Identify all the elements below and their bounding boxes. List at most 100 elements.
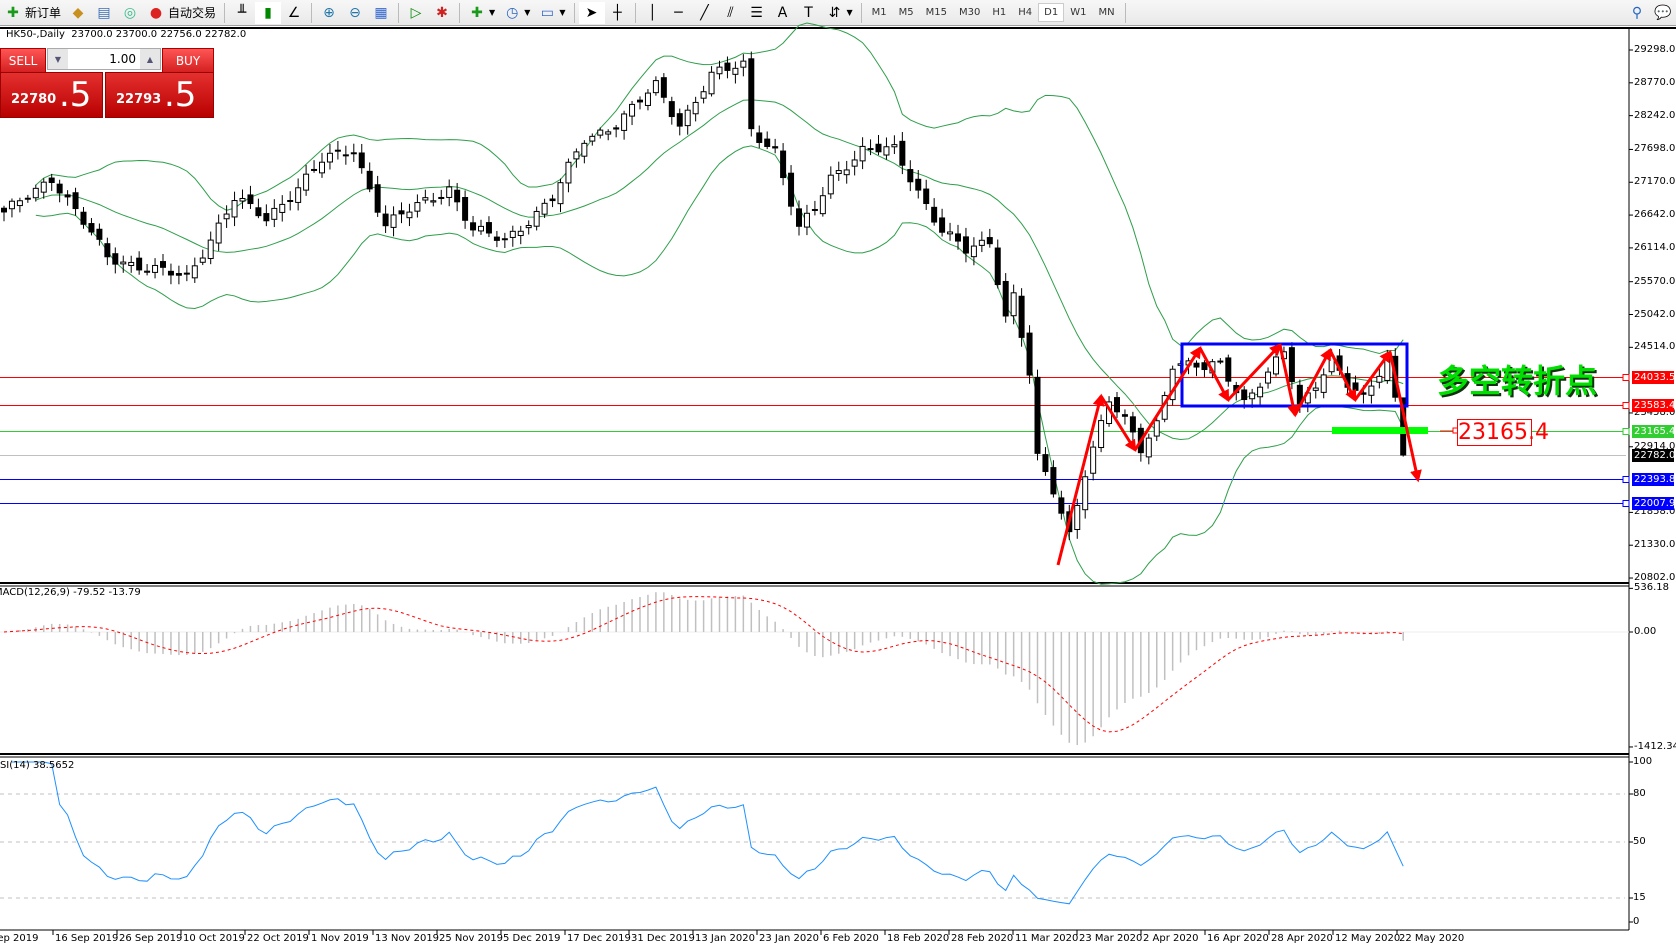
zigzag-arrow[interactable] (1133, 345, 1202, 451)
volume-down-button[interactable]: ▼ (48, 49, 68, 69)
zigzag-arrow[interactable] (1328, 349, 1357, 403)
candle (279, 195, 286, 222)
chart-header: HK50-,Daily 23700.0 23700.0 22756.0 2278… (6, 29, 246, 40)
breakdown-marker-bar[interactable] (1332, 427, 1428, 434)
horizontal-line-tool[interactable]: ─ (666, 2, 692, 24)
buy-price-button[interactable]: 22793.5 (105, 72, 214, 118)
zigzag-arrow[interactable] (1293, 347, 1332, 416)
volume-input[interactable]: 1.00 (109, 52, 136, 66)
bull-candle-body (700, 91, 707, 99)
autoscroll-button[interactable]: ✱ (429, 2, 455, 24)
timeframe-m1[interactable]: M1 (871, 7, 887, 18)
level-handle[interactable] (1622, 428, 1630, 435)
buy-button[interactable]: BUY (162, 48, 214, 73)
level-handle[interactable] (1622, 500, 1630, 507)
price-tick-label: 24514.0 (1634, 341, 1676, 353)
toolbar-divider (398, 2, 400, 23)
bar-chart-button[interactable]: ╨ (229, 2, 255, 24)
candle (955, 224, 961, 250)
zigzag-arrow[interactable] (1388, 351, 1422, 483)
volume-up-button[interactable]: ▲ (140, 49, 160, 69)
zoom-in-button[interactable]: ⊕ (316, 2, 342, 24)
timeframe-h4[interactable]: H4 (1018, 7, 1033, 18)
candlestick-button[interactable]: ▮ (255, 1, 282, 24)
zigzag-arrow[interactable] (1278, 344, 1299, 418)
arrows-tool[interactable]: ⇵ ▼ (822, 2, 857, 24)
candle (446, 179, 453, 207)
time-tick-label: 1 Nov 2019 (311, 933, 369, 944)
indicators-button[interactable]: ✚ ▼ (464, 2, 499, 24)
candle (1002, 273, 1009, 323)
bear-candle-body (1058, 497, 1065, 514)
templates-button[interactable]: ▭ ▼ (534, 2, 569, 24)
level-handle[interactable] (1622, 476, 1630, 483)
candle (120, 255, 127, 273)
time-tick-label: 18 Feb 2020 (887, 933, 950, 944)
signals-button[interactable]: ◎ (117, 2, 143, 24)
timeframe-m15[interactable]: M15 (925, 7, 948, 18)
text-label-tool[interactable]: T (796, 2, 822, 24)
line-chart-button[interactable]: ∠ (281, 2, 307, 24)
search-button[interactable]: ⚲ (1624, 2, 1650, 24)
chart-shift-button[interactable]: ▷ (403, 2, 429, 24)
dropdown-arrow-icon: ▼ (489, 8, 496, 17)
candle (1145, 433, 1152, 465)
candle (1288, 342, 1295, 390)
bull-candle-body (239, 197, 246, 202)
zigzag-arrow[interactable] (1353, 350, 1392, 401)
vertical-line-tool[interactable]: │ (640, 2, 666, 24)
timeframe-d1[interactable]: D1 (1038, 3, 1065, 22)
cursor-tool[interactable]: ➤ (578, 1, 605, 24)
crosshair-tool[interactable]: ┼ (605, 2, 631, 24)
chart-window[interactable] (0, 27, 1676, 950)
bear-candle-body (462, 197, 469, 221)
sell-button[interactable]: SELL (0, 48, 46, 73)
candle (621, 110, 628, 140)
timeframe-m30[interactable]: M30 (959, 7, 981, 18)
timeframe-w1[interactable]: W1 (1070, 7, 1087, 18)
chat-button[interactable]: 💬 (1650, 2, 1676, 24)
zoom-out-button[interactable]: ⊖ (342, 2, 368, 24)
bear-candle-body (994, 247, 1001, 286)
candle (24, 194, 31, 203)
fibonacci-tool[interactable]: ☰ (744, 2, 770, 24)
candle (978, 231, 985, 253)
navigator-button[interactable]: ◆ (65, 2, 91, 24)
candle (223, 205, 230, 228)
auto-trading-button[interactable]: ● 自动交易 (143, 2, 220, 24)
level-handle[interactable] (1622, 402, 1630, 409)
zigzag-arrow[interactable] (1198, 347, 1230, 403)
sell-price-button[interactable]: 22780.5 (0, 72, 103, 118)
zigzag-arrow[interactable] (1099, 395, 1137, 453)
candle (271, 199, 278, 228)
market-watch-button[interactable]: ▤ (91, 2, 117, 24)
zigzag-arrow[interactable] (1056, 393, 1105, 566)
zigzag-arrow[interactable] (1226, 343, 1282, 402)
bear-candle-body (398, 210, 405, 215)
timeframe-mn[interactable]: MN (1098, 7, 1115, 18)
candle (104, 237, 111, 266)
periods-button[interactable]: ◷ ▼ (499, 2, 534, 24)
volume-stepper[interactable]: ▼ 1.00 ▲ (47, 48, 161, 70)
tile-windows-button[interactable]: ▦ (368, 2, 394, 24)
bear-candle-body (1034, 376, 1041, 454)
timeframe-h1[interactable]: H1 (992, 7, 1007, 18)
buy-price-main: 22793 (116, 92, 162, 107)
new-order-button[interactable]: ✚ 新订单 (0, 2, 65, 24)
macd-tick-label: 0.00 (1634, 626, 1657, 637)
candle (303, 164, 310, 196)
candle (1090, 440, 1097, 481)
channel-tool[interactable]: ⫽ (718, 2, 744, 24)
bear-candle-body (1026, 332, 1033, 376)
price-tick-label: 27698.0 (1634, 143, 1676, 155)
candle (454, 182, 461, 212)
text-tool[interactable]: A (770, 2, 796, 24)
bear-candle-body (660, 77, 667, 98)
timeframe-m5[interactable]: M5 (898, 7, 914, 18)
bear-candle-body (493, 236, 500, 241)
toolbar-divider (459, 2, 461, 23)
candle (994, 239, 1001, 289)
level-handle[interactable] (1622, 374, 1630, 381)
trendline-tool[interactable]: ╱ (692, 2, 718, 24)
